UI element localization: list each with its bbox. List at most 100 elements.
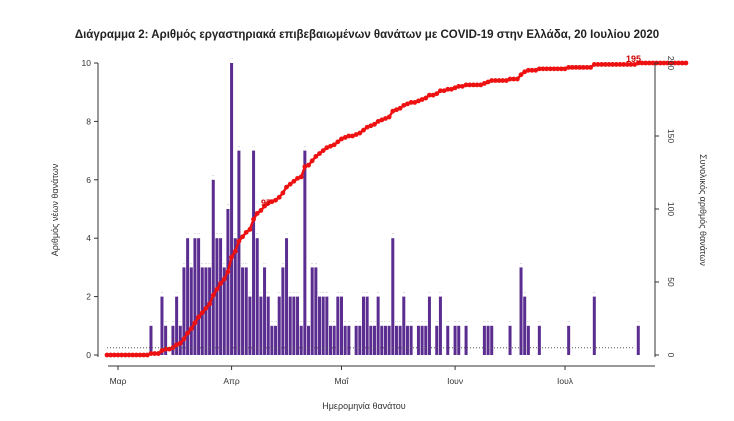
annotation-97: 97 [261, 198, 271, 208]
bar [339, 296, 344, 355]
cumulative-point [353, 132, 359, 137]
bar [457, 325, 461, 355]
cumulative-point [544, 66, 550, 72]
bar-dot-label: ·· [315, 260, 318, 265]
cumulative-point [335, 139, 341, 145]
bar [252, 150, 256, 355]
cumulative-point [427, 92, 432, 98]
bar-dot-label: ·· [186, 231, 189, 236]
bar [160, 296, 164, 355]
cumulative-point [555, 66, 561, 72]
cumulative-point [467, 82, 473, 88]
cumulative-point [269, 199, 275, 205]
bar-dot-label: ·· [326, 290, 329, 295]
bar-dot-label: ·· [285, 231, 288, 236]
cumulative-point [137, 352, 143, 358]
cumulative-point [251, 216, 256, 222]
cumulative-point [661, 60, 667, 66]
y-tick-label: 10 [82, 58, 92, 68]
bar [303, 150, 307, 355]
bar-dot-label: ·· [212, 173, 215, 178]
cumulative-point [188, 326, 194, 332]
bar-dot-label: ·· [175, 290, 178, 295]
bar [318, 296, 322, 355]
cumulative-point [298, 174, 304, 180]
cumulative-point [489, 78, 495, 83]
cumulative-point [276, 194, 282, 200]
bar-dot-label: ·· [446, 319, 449, 324]
bar-dot-label: ·· [278, 290, 281, 295]
bar [244, 267, 248, 355]
bar-dot-label: ·· [424, 319, 427, 324]
bar [387, 325, 391, 355]
cumulative-point [471, 82, 476, 88]
cumulative-point [591, 62, 597, 67]
bar-dot-label: ·· [509, 319, 512, 324]
cumulative-point [503, 78, 509, 83]
cumulative-point [412, 100, 418, 105]
bar-dot-label: ·· [333, 319, 336, 324]
bar [464, 325, 468, 355]
bar-dot-label: ·· [201, 260, 204, 265]
cumulative-point [331, 142, 337, 148]
cumulative-point [602, 62, 608, 67]
cumulative-point [185, 330, 191, 336]
bar [237, 150, 241, 355]
bar-dot-label: ·· [523, 290, 526, 295]
bar-dot-label: ·· [380, 319, 383, 324]
cumulative-point [511, 76, 517, 82]
bar [372, 325, 376, 355]
bar-dot-label: ·· [439, 290, 442, 295]
bar [197, 238, 201, 355]
cumulative-point [181, 336, 187, 342]
bar-dot-label: ·· [344, 319, 347, 324]
cumulative-point [573, 64, 579, 70]
cumulative-point [628, 62, 634, 67]
bar-dot-label: ·· [216, 231, 219, 236]
bar [259, 296, 263, 355]
bar [343, 325, 347, 355]
bar [409, 325, 413, 355]
cumulative-point [643, 60, 649, 66]
cumulative-point [522, 69, 528, 75]
y-right-tick-label: 200 [666, 56, 676, 70]
cumulative-point [485, 79, 491, 85]
bar [636, 325, 640, 355]
cumulative-point [419, 97, 425, 102]
cumulative-point [306, 162, 311, 168]
bar-dot-label: ·· [304, 144, 307, 149]
bar [299, 325, 303, 355]
bar-dot-label: ·· [388, 319, 391, 324]
cumulative-point [668, 60, 674, 66]
bar [354, 325, 358, 355]
cumulative-point [569, 64, 575, 70]
cumulative-point [221, 276, 227, 282]
bar-dot-label: ·· [238, 144, 241, 149]
cumulative-point [199, 310, 205, 316]
bar-dot-label: ·· [271, 319, 274, 324]
bar [263, 267, 267, 355]
cumulative-point [218, 281, 223, 286]
bar [215, 238, 219, 355]
cumulative-point [177, 340, 183, 346]
y-axis-label: Αριθμός νέων θανάτων [50, 163, 60, 256]
bar-dot-label: ·· [274, 319, 277, 324]
cumulative-point [115, 352, 121, 358]
cumulative-point [397, 105, 403, 111]
bar-dot-label: ·· [340, 290, 343, 295]
bar [274, 325, 278, 355]
cumulative-point [529, 67, 535, 73]
cumulative-point [291, 178, 297, 184]
bar-series: ·· ·· ·· ·· ·· ·· ·· ·· ·· ·· ·· ·· ·· ·· ·· ·· ·· ·· ·· ··… [149, 56, 640, 355]
bar [332, 325, 336, 355]
cumulative-point [474, 82, 480, 88]
bar-dot-label: ·· [487, 319, 490, 324]
bar [266, 296, 270, 355]
cumulative-point [324, 145, 330, 151]
cumulative-point [635, 60, 641, 66]
bar-dot-label: ·· [384, 319, 387, 324]
cumulative-point [247, 227, 253, 232]
bar [486, 325, 490, 355]
bar [537, 325, 541, 355]
